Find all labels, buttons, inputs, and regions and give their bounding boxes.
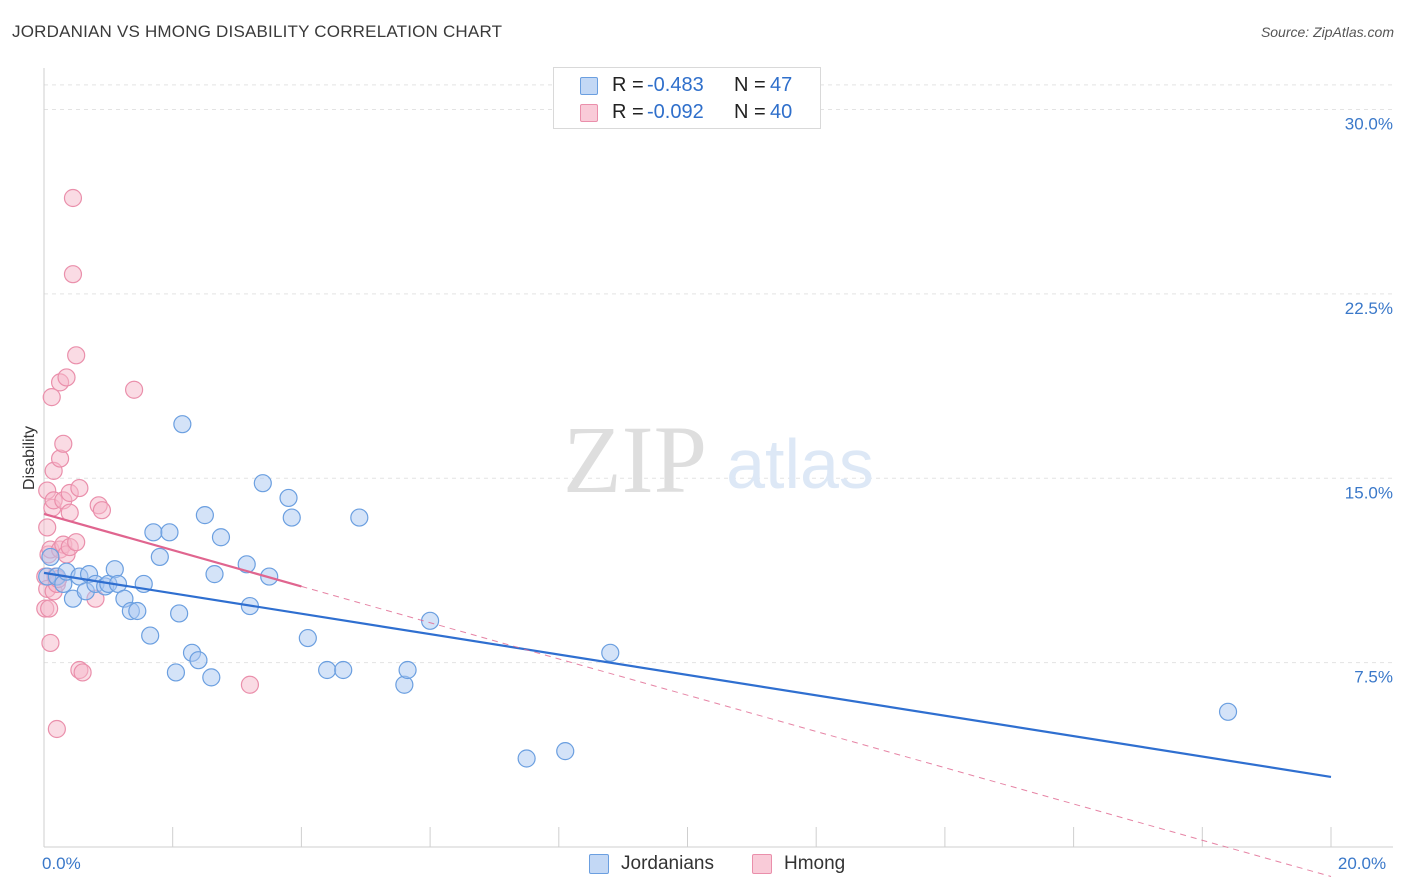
watermark-zip: ZIP [563,406,707,513]
jordanian-point [160,523,179,542]
jordanian-point [601,643,620,662]
legend-swatch-hmong [752,854,772,874]
y-tick-label: 7.5% [1354,668,1393,687]
jordanian-point [144,523,163,542]
legend-row-hmong: R = -0.092 N = 40 [554,99,820,126]
hmong-point [41,633,60,653]
jordanian-point [556,742,575,761]
hmong-point [67,533,86,552]
jordanian-point [237,555,256,574]
hmong-point [42,388,61,407]
hmong-point [38,518,57,537]
hmong-point [50,449,70,468]
jordanian-point [334,660,353,680]
jordanian-point [517,749,536,768]
legend-swatch-hmong [580,104,598,122]
legend-row-jordanians: R = -0.483 N = 47 [554,72,820,99]
legend-n-value: 40 [770,101,793,123]
jordanian-point [282,508,301,527]
grid-layer [44,84,1393,664]
jordanian-point [253,474,272,493]
jordanian-point [41,547,60,567]
hmong-point [40,599,59,618]
hmong-point [63,265,83,284]
y-tick-label: 22.5% [1345,299,1393,318]
correlation-legend: R = -0.483 N = 47 R = -0.092 N = 40 [553,67,821,129]
legend-swatch-jordanians [580,77,598,95]
tick-label-layer: 7.5% 15.0% 22.5% 30.0% 0.0% 20.0% [42,115,1393,874]
axis-layer [43,68,1393,848]
y-axis-label: Disability [21,426,38,490]
jordanian-point [150,547,169,567]
legend-label-jordanians: Jordanians [621,853,714,874]
trend-layer [43,512,1332,877]
hmong-point [70,478,89,498]
hmong-point [92,501,112,520]
legend-swatch-jordanians [589,854,609,874]
hmong-point [57,368,76,387]
legend-r-label: R = [612,101,644,123]
legend-n-label: N = [734,74,766,96]
legend-r-label: R = [612,74,644,96]
hmong-point [240,675,260,694]
series-legend: Jordanians Hmong [0,852,1406,876]
y-tick-label: 15.0% [1345,483,1393,502]
jordanian-point [189,651,208,670]
hmong-point [63,188,83,208]
jordanian-point [279,488,298,508]
jordanian-point [195,506,214,525]
jordanian-point [141,626,160,645]
jordanian-point [170,604,189,623]
jordanian-point [398,660,417,680]
jordanian-point [166,663,186,682]
legend-n-label: N = [734,101,766,123]
jordanian-point [105,560,124,579]
watermark-atlas: atlas [726,425,874,503]
jordanian-point [128,601,147,621]
legend-n-value: 47 [770,74,793,96]
jordanian-point [205,565,224,584]
jordanian-point [395,675,414,694]
jordanian-point [298,628,317,648]
hmong-point [47,719,66,739]
source-label: Source: ZipAtlas.com [1260,24,1394,40]
jordanian-point [173,415,192,434]
jordanian-point [211,528,231,547]
hmong-point [54,434,73,453]
x-tick-label: 20.0% [1338,854,1386,873]
jordanian-point [421,611,440,630]
jordanian-point [350,508,369,527]
jordanian-trend-line [43,571,1332,779]
jordanian-point [1218,702,1238,721]
hmong-trend-line [43,512,302,588]
watermark: ZIP atlas [563,406,874,513]
hmong-trend-line-extension [301,585,1332,877]
hmong-point [124,380,144,399]
x-tick-label: 0.0% [42,854,81,873]
y-tick-label: 30.0% [1345,115,1393,134]
legend-label-hmong: Hmong [784,853,846,874]
legend-r-value: -0.483 [647,74,704,96]
chart-title: JORDANIAN VS HMONG DISABILITY CORRELATIO… [12,22,503,41]
hmong-point [67,346,86,365]
jordanian-point [318,660,337,680]
hmong-point [73,663,92,682]
legend-r-value: -0.092 [647,101,704,123]
jordanian-point [202,668,221,687]
